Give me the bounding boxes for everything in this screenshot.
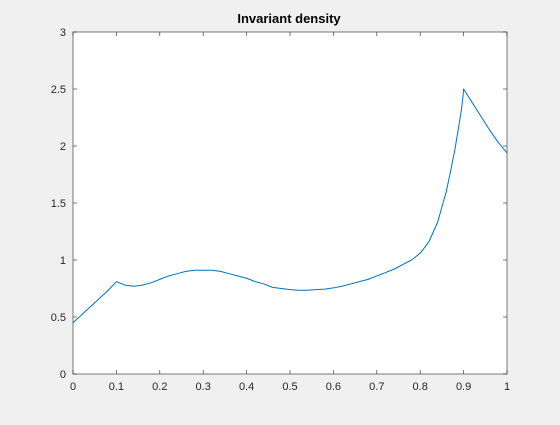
series-layer <box>72 88 508 324</box>
chart-title: Invariant density <box>237 11 341 26</box>
x-tick-label: 1 <box>504 381 510 393</box>
y-tick-label: 3 <box>60 27 66 39</box>
x-tick-label: 0.4 <box>239 381 254 393</box>
y-tick-label: 0.5 <box>51 312 66 324</box>
x-tick-label: 0.9 <box>456 381 471 393</box>
y-tick-label: 0 <box>60 369 66 381</box>
series-line <box>72 88 508 324</box>
y-tick-label: 1.5 <box>51 198 66 210</box>
axes-background <box>73 32 507 374</box>
x-tick-label: 0.6 <box>326 381 341 393</box>
y-tick-label: 2.5 <box>51 84 66 96</box>
x-tick-label: 0.3 <box>196 381 211 393</box>
y-tick-label: 2 <box>60 141 66 153</box>
x-tick-label: 0.5 <box>282 381 297 393</box>
x-tick-label: 0 <box>70 381 76 393</box>
x-tick-label: 0.7 <box>369 381 384 393</box>
ticks-layer: 0 0.1 0.2 0.3 0.4 0.5 0.6 0.7 0.8 0.9 1 0 0.5 1 1.5 2 2.… <box>51 27 510 393</box>
x-tick-label: 0.8 <box>413 381 428 393</box>
x-tick-label: 0.1 <box>109 381 124 393</box>
x-tick-label: 0.2 <box>152 381 167 393</box>
y-tick-label: 1 <box>60 255 66 267</box>
